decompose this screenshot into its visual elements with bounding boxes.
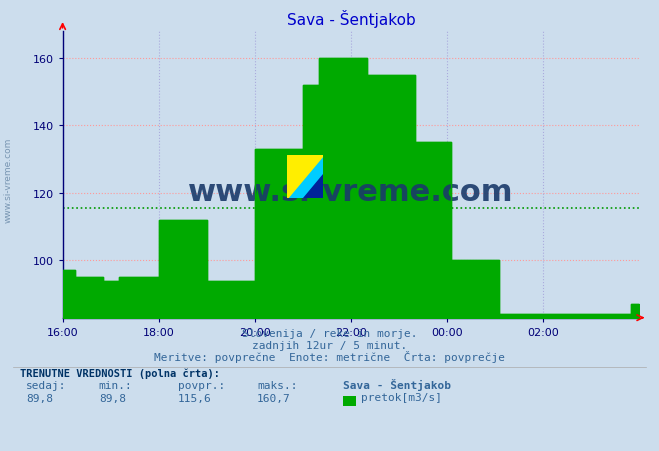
Polygon shape	[303, 175, 323, 198]
Polygon shape	[287, 156, 323, 198]
Title: Sava - Šentjakob: Sava - Šentjakob	[287, 9, 415, 28]
Text: min.:: min.:	[99, 380, 132, 390]
Text: maks.:: maks.:	[257, 380, 297, 390]
Text: Sava - Šentjakob: Sava - Šentjakob	[343, 378, 451, 390]
Text: www.si-vreme.com: www.si-vreme.com	[188, 178, 513, 207]
Text: 89,8: 89,8	[26, 393, 53, 403]
Text: Meritve: povprečne  Enote: metrične  Črta: povprečje: Meritve: povprečne Enote: metrične Črta:…	[154, 350, 505, 362]
Text: 115,6: 115,6	[178, 393, 212, 403]
Text: povpr.:: povpr.:	[178, 380, 225, 390]
Text: pretok[m3/s]: pretok[m3/s]	[361, 392, 442, 402]
Text: 160,7: 160,7	[257, 393, 291, 403]
Text: Slovenija / reke in morje.: Slovenija / reke in morje.	[242, 328, 417, 338]
Text: www.si-vreme.com: www.si-vreme.com	[3, 138, 13, 223]
Text: TRENUTNE VREDNOSTI (polna črta):: TRENUTNE VREDNOSTI (polna črta):	[20, 368, 219, 378]
Polygon shape	[287, 156, 323, 198]
Text: zadnjih 12ur / 5 minut.: zadnjih 12ur / 5 minut.	[252, 340, 407, 350]
Text: sedaj:: sedaj:	[26, 380, 67, 390]
Text: 89,8: 89,8	[99, 393, 126, 403]
